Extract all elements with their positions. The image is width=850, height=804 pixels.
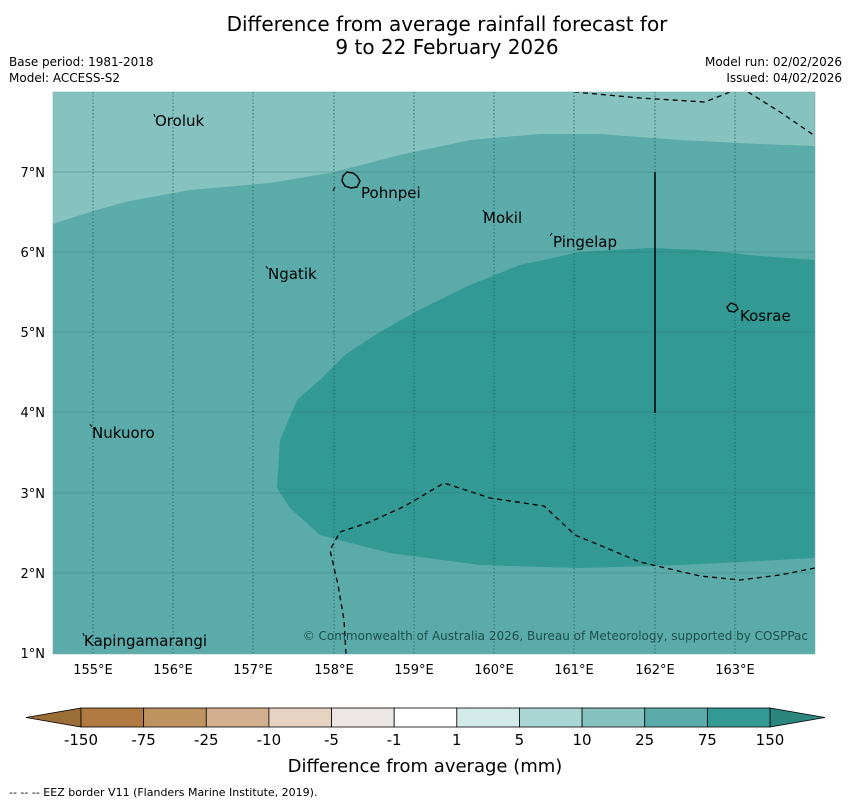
model-text: Model: ACCESS-S2 bbox=[9, 71, 121, 85]
label-kosrae: Kosrae bbox=[740, 307, 791, 325]
chart-title: Difference from average rainfall forecas… bbox=[0, 13, 850, 59]
colorbar-label: -150 bbox=[64, 731, 98, 749]
lon-tick: 156°E bbox=[153, 663, 193, 678]
colorbar-title: Difference from average (mm) bbox=[288, 756, 563, 777]
lat-tick: 4°N bbox=[21, 406, 46, 421]
colorbar-cell bbox=[456, 707, 520, 728]
meta-left: Base period: 1981-2018 Model: ACCESS-S2 bbox=[9, 54, 154, 86]
kosrae-island-outline bbox=[726, 302, 739, 313]
lon-tick: 160°E bbox=[474, 663, 514, 678]
lon-tick: 161°E bbox=[554, 663, 594, 678]
colorbar-cell bbox=[80, 707, 145, 728]
lat-tick: 6°N bbox=[21, 246, 46, 261]
lat-tick: 1°N bbox=[21, 647, 46, 662]
colorbar-cell bbox=[143, 707, 207, 728]
colorbar-cell bbox=[519, 707, 583, 728]
colorbar: -150 -75 -25 -10 -5 -1 1 5 10 25 75 150 … bbox=[25, 707, 826, 777]
lon-tick: 157°E bbox=[233, 663, 273, 678]
lon-tick: 158°E bbox=[314, 663, 354, 678]
colorbar-label: 75 bbox=[698, 731, 717, 749]
label-oroluk: Oroluk bbox=[155, 112, 204, 130]
lat-tick: 2°N bbox=[21, 567, 46, 582]
label-mokil: Mokil bbox=[483, 209, 522, 227]
colorbar-label: -75 bbox=[131, 731, 156, 749]
label-pohnpei: Pohnpei bbox=[361, 184, 421, 202]
title-line-2: 9 to 22 February 2026 bbox=[335, 35, 559, 59]
lat-tick: 7°N bbox=[21, 166, 46, 181]
colorbar-cell bbox=[393, 707, 458, 728]
colorbar-cell bbox=[268, 707, 332, 728]
lat-gridlines bbox=[53, 171, 815, 574]
colorbar-cell bbox=[331, 707, 395, 728]
colorbar-cell bbox=[205, 707, 270, 728]
lat-tick: 3°N bbox=[21, 487, 46, 502]
title-line-1: Difference from average rainfall forecas… bbox=[226, 12, 668, 36]
atoll-marks bbox=[82, 113, 553, 637]
lon-tick: 159°E bbox=[394, 663, 434, 678]
lon-tick: 162°E bbox=[635, 663, 675, 678]
lon-tick: 155°E bbox=[73, 663, 113, 678]
colorbar-label: -25 bbox=[194, 731, 219, 749]
colorbar-cell bbox=[644, 707, 708, 728]
model-run-text: Model run: 02/02/2026 bbox=[704, 55, 842, 69]
band-75-150 bbox=[277, 248, 815, 568]
base-period-text: Base period: 1981-2018 bbox=[9, 55, 154, 69]
colorbar-cell bbox=[581, 707, 646, 728]
label-ngatik: Ngatik bbox=[268, 265, 317, 283]
label-kapingamarangi: Kapingamarangi bbox=[84, 632, 207, 650]
colorbar-extend-high bbox=[769, 707, 826, 728]
map-frame bbox=[52, 91, 816, 655]
colorbar-label: 25 bbox=[635, 731, 654, 749]
lon-tick: 163°E bbox=[715, 663, 755, 678]
colorbar-cell bbox=[706, 707, 771, 728]
eez-border bbox=[329, 92, 815, 654]
colorbar-label: -10 bbox=[257, 731, 282, 749]
pohnpei-reef-mark bbox=[332, 186, 336, 192]
eez-footnote: -- -- -- EEZ border V11 (Flanders Marine… bbox=[9, 786, 318, 799]
colorbar-label: 1 bbox=[452, 731, 462, 749]
colorbar-label: 10 bbox=[572, 731, 591, 749]
colorbar-label: -1 bbox=[387, 731, 402, 749]
copyright-text: © Commonwealth of Australia 2026, Bureau… bbox=[303, 629, 808, 643]
latitude-ticks: 7°N 6°N 5°N 4°N 3°N 2°N 1°N bbox=[21, 166, 46, 662]
label-pingelap: Pingelap bbox=[553, 233, 617, 251]
colorbar-label: 150 bbox=[756, 731, 785, 749]
label-nukuoro: Nukuoro bbox=[92, 424, 155, 442]
issued-text: Issued: 04/02/2026 bbox=[726, 71, 842, 85]
lat-tick: 5°N bbox=[21, 326, 46, 341]
longitude-ticks: 155°E 156°E 157°E 158°E 159°E 160°E 161°… bbox=[73, 663, 755, 678]
map-area: Oroluk Pohnpei Mokil Pingelap Ngatik Kos… bbox=[53, 92, 815, 654]
colorbar-extend-low bbox=[25, 707, 82, 728]
meta-right: Model run: 02/02/2026 Issued: 04/02/2026 bbox=[705, 54, 842, 86]
colorbar-label: 5 bbox=[515, 731, 525, 749]
colorbar-label: -5 bbox=[324, 731, 339, 749]
pohnpei-island-outline bbox=[341, 171, 361, 189]
